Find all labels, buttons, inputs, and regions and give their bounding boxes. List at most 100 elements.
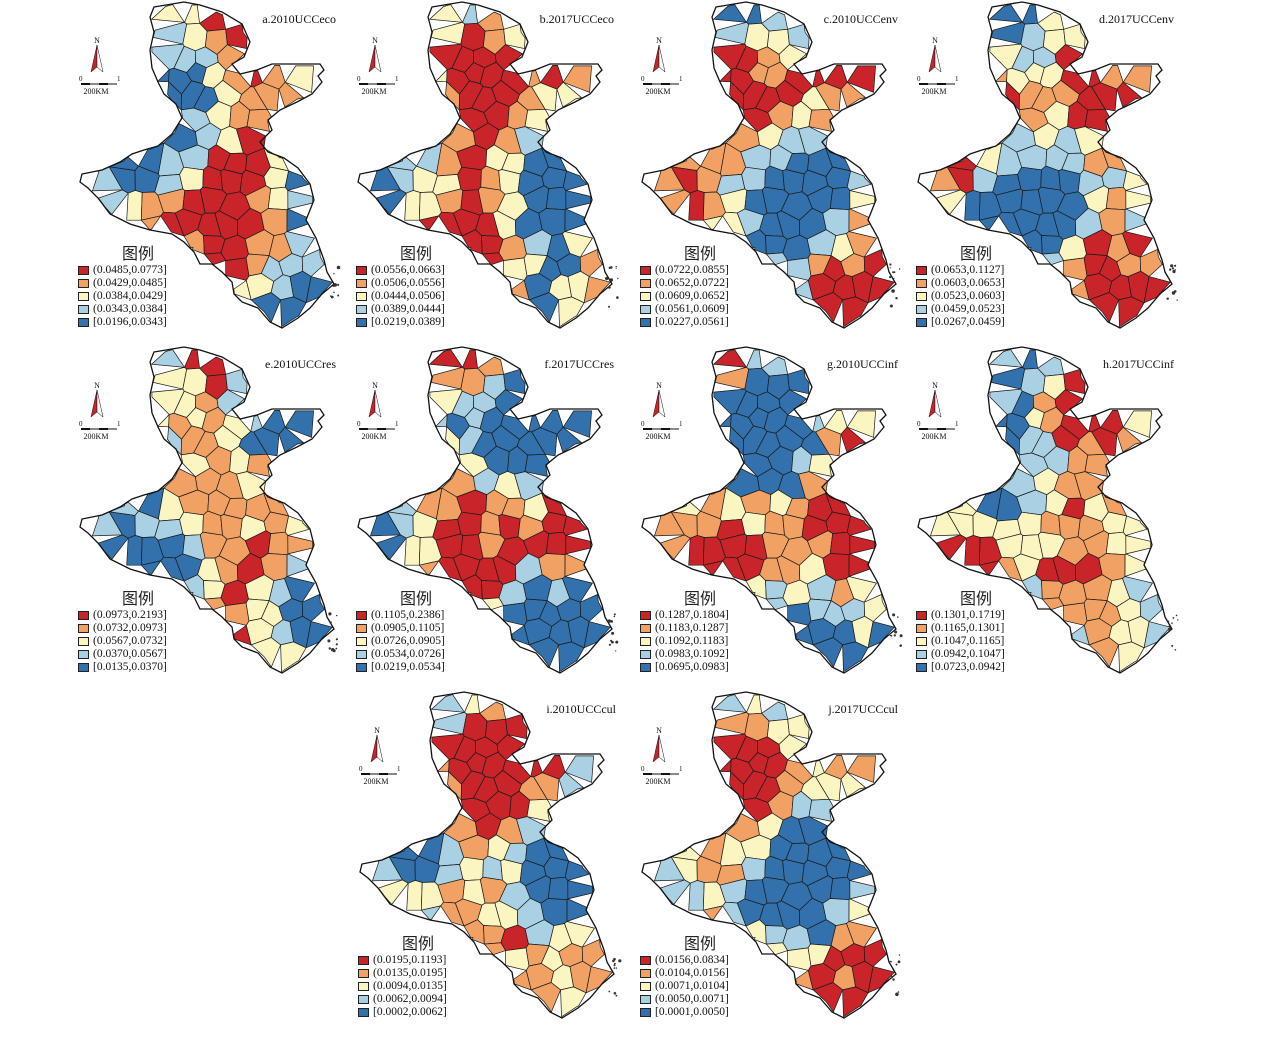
- legend-item-5: [0.0219,0.0389]: [356, 316, 445, 329]
- legend-item-4: (0.0062,0.0094]: [358, 993, 447, 1006]
- prefecture-region: [1105, 186, 1127, 211]
- island-mark: [890, 975, 893, 977]
- legend-title: 图例: [960, 589, 993, 608]
- panel-title: j.2017UCCcul: [828, 702, 898, 716]
- prefecture-region: [531, 82, 558, 112]
- island-mark: [1170, 264, 1174, 268]
- legend-item-3: (0.0444,0.0506]: [356, 290, 445, 303]
- prefecture-region: [746, 4, 762, 25]
- choropleth-map: [917, 1, 1178, 329]
- scale-text: 200KM: [922, 87, 947, 96]
- choropleth-map: [641, 346, 903, 674]
- island-mark: [1172, 269, 1176, 274]
- scale-text: 200KM: [362, 432, 387, 441]
- panel-title: i.2010UCCcul: [546, 702, 616, 716]
- prefecture-region: [1022, 4, 1038, 25]
- north-label: N: [374, 726, 380, 735]
- island-mark: [894, 630, 898, 634]
- scale-end-label: 1: [117, 420, 121, 428]
- prefecture-region: [406, 880, 423, 911]
- legend-item-2: (0.0905,0.1105]: [356, 622, 445, 635]
- island-mark: [610, 266, 613, 269]
- prefecture-region: [562, 65, 592, 93]
- region-outline: [79, 346, 335, 674]
- north-arrow-icon: N 0 1 200KM: [357, 381, 399, 441]
- island-mark: [1166, 620, 1170, 623]
- prefecture-region: [140, 560, 162, 575]
- island-mark: [895, 963, 898, 966]
- prefecture-region: [459, 856, 484, 881]
- scale-bar-segment: [108, 83, 117, 85]
- prefecture-region: [558, 641, 585, 673]
- scale-bar-segment: [386, 83, 395, 85]
- prefecture-region: [782, 169, 805, 195]
- legend: (0.1287,0.1804] (0.1183,0.1287] (0.1092,…: [640, 609, 729, 674]
- island-mark: [615, 650, 617, 652]
- region-outline: [917, 346, 1173, 674]
- prefecture-region: [250, 292, 282, 323]
- legend-item-1: (0.0653,0.1127]: [916, 264, 1005, 277]
- prefecture-region: [744, 712, 770, 742]
- prefecture-region: [688, 535, 705, 566]
- prefecture-region: [1091, 82, 1118, 112]
- north-label: N: [932, 36, 938, 45]
- prefecture-region: [782, 859, 805, 885]
- legend-item-2: (0.0652,0.0722]: [640, 277, 729, 290]
- north-arrow-left-half: [90, 44, 98, 73]
- scale-end-label: 1: [679, 75, 683, 83]
- map-panel-j: j.2017UCCcul N 0 1 200KM 图例 (0.0156,0.0834]…: [634, 691, 904, 1027]
- prefecture-region: [545, 186, 567, 211]
- island-mark: [1175, 614, 1178, 617]
- north-arrow-left-half: [368, 389, 376, 418]
- prefecture-region: [1143, 276, 1171, 304]
- island-mark: [336, 614, 338, 617]
- legend-item-4: (0.0343,0.0384]: [78, 303, 167, 316]
- map-panel-h: h.2017UCCinf N 0 1 200KM 图例 (0.1301,0.1719]…: [910, 346, 1180, 682]
- prefecture-region: [722, 556, 747, 582]
- prefecture-region: [990, 21, 1026, 45]
- prefecture-region: [846, 515, 872, 536]
- region-outline: [917, 1, 1173, 329]
- prefecture-region: [1063, 23, 1086, 50]
- north-label: N: [656, 726, 662, 735]
- prefecture-region: [503, 257, 528, 281]
- island-mark: [615, 640, 619, 644]
- prefecture-region: [964, 190, 981, 221]
- prefecture-region: [787, 947, 812, 971]
- island-mark: [613, 613, 616, 616]
- island-mark: [899, 644, 902, 647]
- prefecture-region: [846, 860, 872, 881]
- prefecture-region: [278, 81, 305, 108]
- prefecture-region: [435, 68, 448, 83]
- prefecture-region: [702, 905, 724, 920]
- north-arrow-icon: N 0 1 200KM: [641, 726, 683, 786]
- prefecture-region: [404, 535, 421, 566]
- island-mark: [1173, 290, 1177, 293]
- island-mark: [609, 278, 613, 282]
- prefecture-region: [1017, 511, 1042, 536]
- prefecture-region: [842, 296, 869, 328]
- prefecture-region: [404, 190, 421, 221]
- scale-bar-segment: [90, 83, 99, 85]
- scale-text: 200KM: [362, 87, 387, 96]
- legend: (0.0973,0.2193] (0.0732,0.0973] (0.0567,…: [78, 609, 167, 674]
- prefecture-region: [503, 602, 528, 626]
- prefecture-region: [1143, 621, 1171, 649]
- scale-start-label: 0: [357, 75, 361, 83]
- region-outline: [79, 1, 335, 329]
- prefecture-region: [284, 65, 314, 93]
- prefecture-region: [1122, 170, 1148, 191]
- prefecture-region: [305, 621, 333, 649]
- legend-item-5: [0.0001,0.0050]: [640, 1006, 729, 1019]
- prefecture-region: [842, 986, 869, 1018]
- island-mark: [335, 647, 338, 650]
- scale-end-label: 1: [117, 75, 121, 83]
- prefecture-region: [867, 276, 895, 304]
- scale-end-label: 1: [955, 420, 959, 428]
- scale-text: 200KM: [646, 432, 671, 441]
- legend-title: 图例: [400, 589, 433, 608]
- prefecture-region: [659, 879, 691, 905]
- scale-start-label: 0: [641, 75, 645, 83]
- choropleth-map: [917, 346, 1179, 674]
- prefecture-region: [998, 556, 1023, 582]
